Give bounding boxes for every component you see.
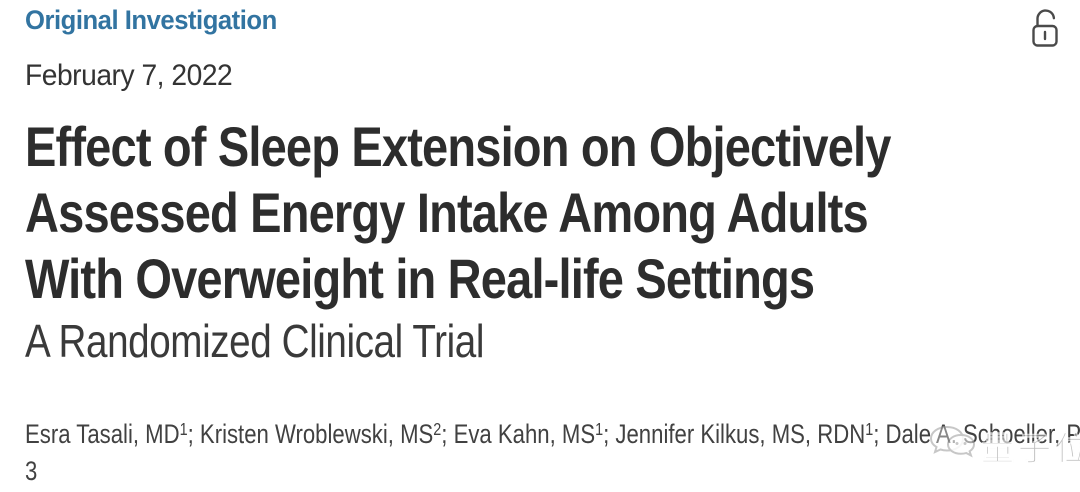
affiliation-superscript: 2 <box>433 419 442 440</box>
affiliation-superscript: 1 <box>179 419 188 440</box>
open-access-unlock-icon <box>1028 7 1062 49</box>
article-title-line-2: Assessed Energy Intake Among Adults <box>25 181 869 244</box>
article-title-line-3: With Overweight in Real-life Settings <box>25 247 815 310</box>
author-name: Esra Tasali, MD1 <box>25 419 188 449</box>
author-name: ; Kristen Wroblewski, MS2 <box>187 419 442 449</box>
author-name: ; Eva Kahn, MS1 <box>441 419 604 449</box>
affiliation-superscript: 1 <box>865 419 874 440</box>
affiliation-superscript-overflow: 3 <box>25 456 38 486</box>
author-name: ; Dale A. Schoeller, PhD <box>873 419 1080 449</box>
article-title-line-1: Effect of Sleep Extension on Objectively <box>25 115 891 178</box>
author-byline-line-1: Esra Tasali, MD1; Kristen Wroblewski, MS… <box>25 416 1080 453</box>
author-name: ; Jennifer Kilkus, MS, RDN1 <box>603 419 874 449</box>
article-type-link[interactable]: Original Investigation <box>25 5 277 35</box>
publication-date: February 7, 2022 <box>25 59 233 92</box>
article-subtitle: A Randomized Clinical Trial <box>25 315 484 367</box>
affiliation-superscript: 1 <box>595 419 604 440</box>
author-byline: Esra Tasali, MD1; Kristen Wroblewski, MS… <box>25 416 1080 490</box>
article-title-block: Effect of Sleep Extension on Objectively… <box>25 114 1080 370</box>
